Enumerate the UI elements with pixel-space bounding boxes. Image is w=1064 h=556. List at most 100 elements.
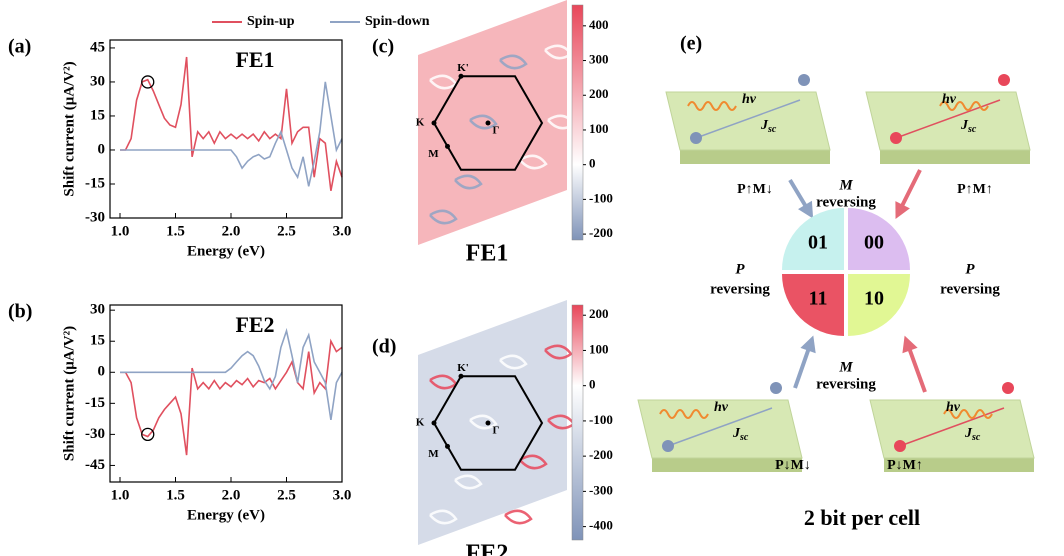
colorbar-tick-label: 0 — [589, 156, 596, 171]
x-tick-label: 1.0 — [111, 223, 130, 239]
photon-label: hv — [942, 92, 957, 107]
x-axis-label: Energy (eV) — [187, 243, 265, 259]
x-tick-label: 1.0 — [111, 487, 130, 503]
state-bits: 11 — [809, 288, 828, 310]
y-tick-label: 15 — [90, 107, 105, 123]
carrier — [770, 382, 782, 394]
state-bits: 10 — [864, 288, 884, 310]
map-title: FE1 — [466, 241, 509, 267]
bz-map — [418, 0, 567, 245]
colorbar-tick-label: 400 — [589, 17, 609, 32]
panel-label: (d) — [372, 336, 396, 358]
k-point-label: K' — [457, 62, 469, 74]
map-title: FE2 — [466, 541, 509, 556]
reversing-text: reversing — [940, 281, 1000, 297]
colorbar-tick-label: -400 — [589, 518, 613, 533]
colorbar-tick-label: -200 — [589, 225, 613, 240]
x-tick-label: 2.0 — [222, 223, 241, 239]
y-tick-label: -15 — [85, 175, 105, 191]
k-point — [486, 421, 491, 426]
colorbar-tick-label: -100 — [589, 412, 613, 427]
current-subscript: sc — [739, 432, 749, 443]
x-axis-label: Energy (eV) — [187, 507, 265, 523]
k-point — [445, 444, 450, 449]
reversing-text: reversing — [816, 194, 876, 210]
panel-label: (c) — [372, 36, 394, 58]
y-tick-label: 0 — [98, 364, 106, 380]
carrier — [798, 74, 810, 86]
k-point-label: Γ — [493, 425, 500, 437]
carrier — [890, 132, 902, 144]
carrier — [894, 440, 906, 452]
device-side — [880, 150, 1030, 164]
colorbar-tick-label: 200 — [589, 306, 609, 321]
colorbar-tick-label: -200 — [589, 447, 613, 462]
x-tick-label: 2.5 — [277, 487, 296, 503]
photon-label: hv — [742, 92, 757, 107]
colorbar-tick-label: -300 — [589, 482, 613, 497]
k-point — [459, 74, 464, 79]
transition-arrow — [908, 345, 925, 392]
k-point — [445, 144, 450, 149]
chart-title: FE1 — [235, 47, 274, 72]
y-axis-label: Shift current (μA/V²) — [61, 61, 77, 196]
state-bits: 00 — [864, 232, 884, 254]
reversing-symbol: M — [838, 177, 853, 193]
reversing-text: reversing — [816, 376, 876, 392]
k-point — [459, 374, 464, 379]
y-tick-label: -30 — [85, 426, 105, 442]
y-tick-label: -30 — [85, 209, 105, 225]
y-tick-label: 0 — [98, 141, 106, 157]
colorbar-tick-label: -100 — [589, 190, 613, 205]
k-point-label: K — [416, 117, 425, 129]
k-point-label: M — [428, 448, 439, 460]
state-label: P↑M↑ — [957, 182, 993, 197]
x-tick-label: 3.0 — [333, 223, 352, 239]
state-label: P↓M↓ — [775, 458, 811, 473]
colorbar-tick-label: 100 — [589, 121, 609, 136]
y-tick-label: 45 — [90, 39, 105, 55]
current-subscript: sc — [971, 432, 981, 443]
legend-label: Spin-up — [247, 14, 295, 29]
k-point-label: K — [416, 417, 425, 429]
series-line — [120, 331, 342, 420]
reversing-symbol: P — [735, 261, 745, 277]
state-label: P↓M↑ — [887, 458, 923, 473]
x-tick-label: 2.0 — [222, 487, 241, 503]
state-bits: 01 — [808, 232, 828, 254]
y-tick-label: -45 — [85, 457, 105, 473]
figure: (a)-30-1501530451.01.52.02.53.0Energy (e… — [0, 0, 1064, 556]
k-point — [432, 121, 437, 126]
y-tick-label: 15 — [90, 333, 105, 349]
carrier — [690, 132, 702, 144]
series-line — [120, 57, 342, 191]
k-point — [432, 421, 437, 426]
k-point-label: M — [428, 148, 439, 160]
y-tick-label: -15 — [85, 395, 105, 411]
colorbar-tick-label: 100 — [589, 341, 609, 356]
x-tick-label: 1.5 — [166, 223, 185, 239]
y-tick-label: 30 — [90, 302, 105, 318]
photon-label: hv — [714, 400, 729, 415]
legend-label: Spin-down — [365, 14, 430, 29]
device: hvJsc — [666, 74, 830, 164]
colorbar — [572, 5, 583, 240]
panel-label: (e) — [680, 33, 702, 55]
k-point — [486, 121, 491, 126]
plot-frame — [110, 305, 342, 482]
reversing-symbol: M — [838, 359, 853, 375]
photon-label: hv — [946, 400, 961, 415]
transition-arrow — [900, 170, 920, 210]
carrier — [1002, 382, 1014, 394]
state-label: P↑M↓ — [737, 182, 773, 197]
y-axis-label: Shift current (μA/V²) — [61, 326, 77, 461]
device-side — [680, 150, 830, 164]
x-tick-label: 3.0 — [333, 487, 352, 503]
current-subscript: sc — [967, 124, 977, 135]
current-subscript: sc — [767, 124, 777, 135]
x-tick-label: 2.5 — [277, 223, 296, 239]
colorbar-tick-label: 200 — [589, 86, 609, 101]
colorbar-tick-label: 300 — [589, 52, 609, 67]
bz-feature — [505, 211, 531, 223]
